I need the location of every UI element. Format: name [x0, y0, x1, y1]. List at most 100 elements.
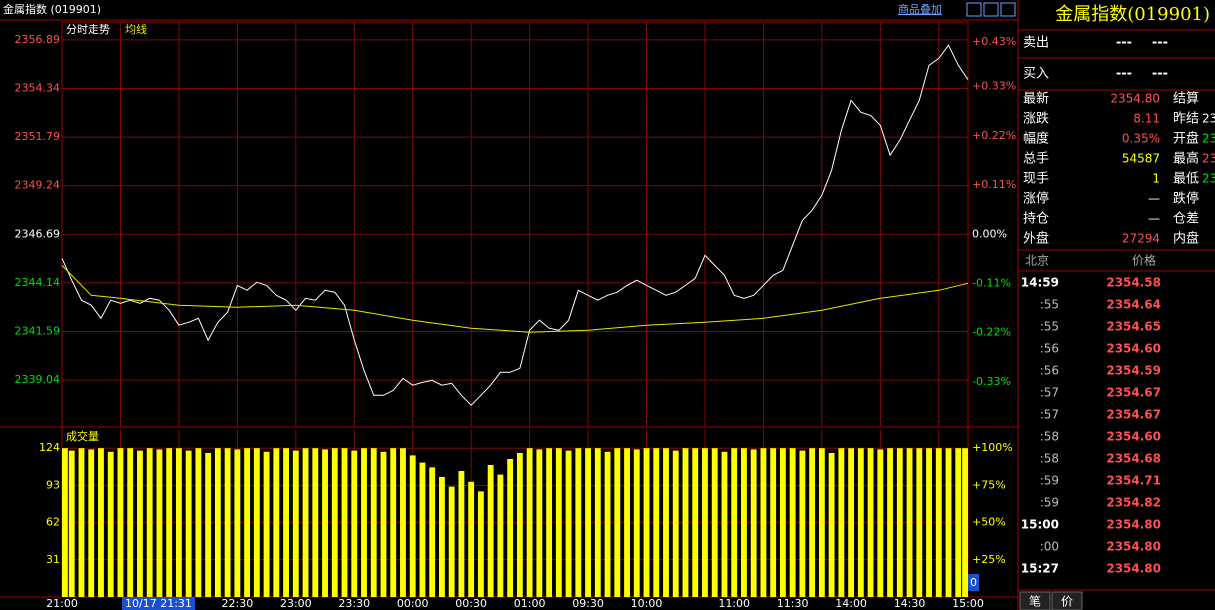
y-tick-label: 62	[46, 516, 60, 529]
volume-bar	[98, 448, 104, 597]
tab-label[interactable]: 笔	[1029, 594, 1041, 609]
volume-bar	[585, 448, 591, 597]
y2-tick-label: 0.00%	[972, 227, 1007, 240]
trade-price: 2354.67	[1106, 408, 1161, 422]
volume-bar	[273, 448, 280, 597]
quote-value: —	[1148, 192, 1160, 206]
volume-bar	[546, 448, 553, 597]
trade-time: :56	[1040, 342, 1059, 356]
volume-bar	[78, 448, 85, 597]
volume-bar	[166, 448, 173, 597]
quote-label: 涨停	[1023, 191, 1049, 207]
volume-bar	[88, 449, 95, 597]
volume-bar	[195, 448, 202, 597]
volume-bar	[624, 448, 630, 597]
volume-bar	[380, 451, 387, 597]
volume-bar	[175, 448, 182, 597]
volume-bar	[955, 448, 962, 597]
y2-tick-label: +0.33%	[972, 80, 1016, 93]
volume-bar	[439, 477, 445, 597]
quote-value: 27294	[1122, 232, 1160, 246]
volume-bar	[614, 448, 621, 597]
legend-entry: 分时走势	[66, 23, 110, 36]
trade-price: 2354.59	[1106, 364, 1161, 378]
tab[interactable]	[1019, 591, 1051, 610]
volume-bar	[448, 486, 455, 597]
trade-time: :59	[1040, 496, 1059, 510]
quote-label: 最低	[1173, 172, 1199, 187]
quote-value: 23	[1202, 112, 1215, 126]
order-volume: ---	[1152, 36, 1168, 51]
x-tick-label: 22:30	[222, 597, 254, 610]
quote-label: 涨跌	[1023, 111, 1049, 127]
volume-bar	[877, 449, 884, 597]
volume-bar	[906, 448, 913, 597]
order-price: ---	[1116, 36, 1132, 51]
quote-label: 昨结	[1173, 112, 1199, 127]
volume-bar	[205, 453, 212, 597]
volume-bar	[721, 451, 728, 597]
volume-bar	[526, 448, 533, 597]
volume-bar	[468, 481, 475, 597]
volume-bar	[419, 462, 426, 597]
button[interactable]	[1000, 2, 1016, 17]
volume-bar	[477, 491, 484, 597]
volume-bar	[68, 450, 75, 597]
volume-bar	[682, 448, 689, 597]
quote-label: 跌停	[1173, 191, 1199, 207]
y-tick-label: 31	[46, 553, 60, 566]
volume-bar	[789, 448, 796, 597]
tab[interactable]	[1051, 591, 1083, 610]
volume-bar	[633, 449, 640, 597]
y-tick-label: 2351.79	[15, 130, 61, 143]
trade-time: :57	[1040, 408, 1059, 422]
order-volume: ---	[1152, 67, 1168, 82]
tab-label[interactable]: 价	[1061, 595, 1073, 609]
volume-bar	[244, 448, 251, 597]
volume-bar	[429, 467, 436, 597]
volume-bar	[935, 448, 942, 597]
volume-bar	[809, 448, 816, 597]
trade-time: 14:59	[1021, 276, 1059, 290]
trade-time: :59	[1040, 474, 1059, 488]
volume-bar	[565, 450, 572, 597]
volume-bar	[536, 449, 543, 597]
y2-tick-label: +25%	[972, 553, 1006, 566]
quote-value: 23	[1202, 172, 1215, 186]
quote-label: 结算	[1173, 92, 1199, 107]
volume-bar	[926, 448, 932, 597]
button[interactable]	[966, 2, 982, 17]
volume-bar	[760, 448, 767, 597]
y2-tick-label: +0.43%	[972, 35, 1016, 48]
volume-bar	[643, 448, 650, 597]
volume-bar	[283, 448, 289, 597]
quote-label: 持仓	[1023, 212, 1049, 227]
quote-value: —	[1148, 212, 1160, 226]
y2-tick-label: -0.22%	[972, 326, 1011, 339]
volume-bar	[750, 449, 757, 597]
y-tick-label: 2346.69	[15, 227, 61, 240]
button[interactable]	[983, 2, 999, 17]
trade-price: 2354.65	[1106, 320, 1161, 334]
x-tick-label: 11:00	[718, 597, 750, 610]
volume-bar	[341, 448, 348, 597]
trade-price: 2354.68	[1106, 452, 1161, 466]
trade-header: 北京	[1025, 254, 1049, 268]
order-label: 买入	[1023, 67, 1049, 82]
volume-bar	[487, 465, 494, 597]
quote-value: 54587	[1122, 152, 1160, 166]
x-tick-label: 01:00	[514, 597, 546, 610]
readout-box	[968, 574, 979, 591]
volume-bar	[741, 448, 747, 597]
volume-bar	[117, 448, 124, 597]
y2-tick-label: +75%	[972, 478, 1006, 491]
trade-price: 2354.58	[1106, 276, 1161, 290]
x-tick-label: 23:00	[280, 597, 312, 610]
volume-bar	[848, 448, 855, 597]
volume-bar	[857, 448, 864, 597]
overlay-link[interactable]: 商品叠加	[898, 2, 942, 16]
volume-bar	[692, 448, 699, 597]
volume-bar	[575, 448, 582, 597]
volume-bar	[292, 450, 299, 597]
